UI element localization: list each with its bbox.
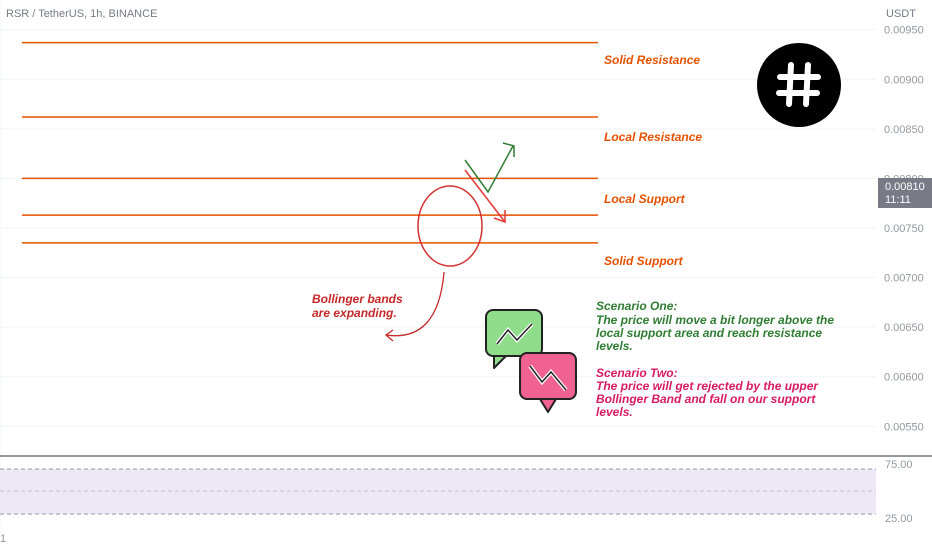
focus-circle bbox=[417, 185, 483, 267]
price-tick-label: 0.00900 bbox=[884, 74, 924, 86]
price-tag-value: 0.00810 bbox=[885, 181, 925, 193]
scenario-arrows bbox=[417, 142, 515, 267]
currency-label: USDT bbox=[886, 8, 916, 20]
level-label-local-support: Local Support bbox=[604, 192, 686, 206]
price-axis: 0.009500.009000.008500.008000.007500.007… bbox=[884, 25, 924, 434]
rsi-tick-lower: 25.00 bbox=[885, 513, 913, 525]
scenario-one-line-2: local support area and reach resistance bbox=[596, 326, 822, 340]
grid bbox=[0, 0, 876, 530]
price-tick-label: 0.00650 bbox=[884, 322, 924, 334]
time-axis: 21222324252627282930Oct23 bbox=[0, 533, 6, 545]
bearish-arrow bbox=[464, 169, 506, 223]
scenario-two-title: Scenario Two: bbox=[596, 366, 678, 380]
scenario-one-title: Scenario One: bbox=[596, 299, 677, 313]
scenario-two-line-2: Bollinger Band and fall on our support bbox=[596, 392, 816, 406]
scenario-one-line-3: levels. bbox=[596, 339, 633, 353]
bearish-chart-icon bbox=[519, 352, 577, 413]
bollinger-note-arrow-head bbox=[384, 329, 394, 342]
bullish-arrow-head bbox=[502, 142, 515, 157]
price-tag bbox=[878, 178, 932, 208]
bollinger-note-line-2: are expanding. bbox=[312, 306, 397, 320]
level-label-solid-support: Solid Support bbox=[604, 254, 684, 268]
level-lines bbox=[22, 41, 598, 244]
scenario-one-text: Scenario One: The price will move a bit … bbox=[596, 299, 834, 353]
level-label-local-resistance: Local Resistance bbox=[604, 130, 702, 144]
scenario-two-line-3: levels. bbox=[596, 405, 633, 419]
hash-logo bbox=[757, 43, 841, 127]
price-tick-label: 0.00600 bbox=[884, 372, 924, 384]
bollinger-note-arrow bbox=[385, 271, 445, 337]
bullish-chart-icon bbox=[485, 309, 543, 369]
level-label-solid-resistance: Solid Resistance bbox=[604, 53, 700, 67]
scenario-two-line-1: The price will get rejected by the upper bbox=[596, 379, 819, 393]
bollinger-note-line-1: Bollinger bands bbox=[312, 292, 403, 306]
bearish-arrow-head bbox=[493, 210, 506, 224]
price-tick-label: 0.00550 bbox=[884, 421, 924, 433]
time-tick-label: 21 bbox=[0, 533, 6, 545]
rsi-tick-upper: 75.00 bbox=[885, 459, 913, 471]
price-tag-countdown: 11:11 bbox=[885, 194, 911, 206]
bullish-arrow bbox=[464, 145, 514, 194]
price-tick-label: 0.00700 bbox=[884, 273, 924, 285]
hash-icon bbox=[776, 62, 821, 107]
price-tick-label: 0.00850 bbox=[884, 124, 924, 136]
chart-title: RSR / TetherUS, 1h, BINANCE bbox=[6, 8, 157, 20]
price-tick-label: 0.00750 bbox=[884, 223, 924, 235]
price-tick-label: 0.00950 bbox=[884, 25, 924, 37]
scenario-one-line-1: The price will move a bit longer above t… bbox=[596, 313, 834, 327]
scenario-two-text: Scenario Two: The price will get rejecte… bbox=[596, 366, 819, 419]
